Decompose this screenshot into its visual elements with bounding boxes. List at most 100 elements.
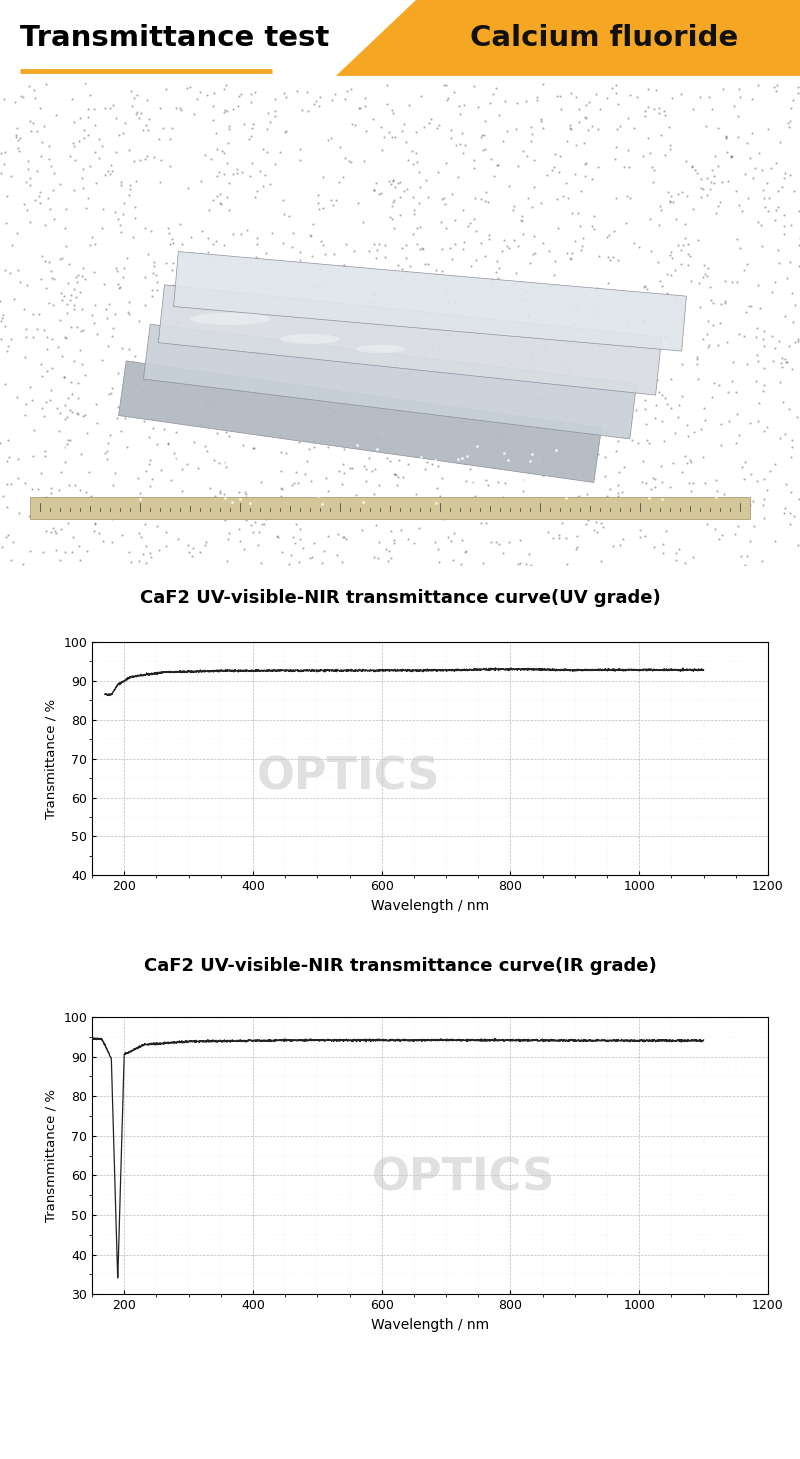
Point: [144, 474, 157, 498]
Point: [407, 486, 420, 509]
Point: [88, 112, 101, 136]
Point: [456, 142, 469, 165]
Point: [167, 231, 180, 254]
Point: [492, 153, 505, 177]
Point: [741, 352, 754, 375]
Point: [218, 101, 230, 124]
Point: [774, 371, 786, 394]
Point: [90, 322, 103, 346]
Point: [62, 445, 75, 468]
Point: [686, 471, 699, 495]
Point: [413, 349, 426, 372]
Point: [103, 382, 116, 406]
Point: [517, 480, 530, 503]
Point: [670, 541, 683, 565]
Point: [183, 487, 196, 511]
Point: [588, 301, 601, 324]
Point: [467, 470, 480, 493]
Point: [6, 233, 18, 257]
Point: [304, 547, 317, 570]
Point: [170, 420, 182, 444]
Point: [457, 198, 470, 222]
Point: [138, 266, 151, 289]
Point: [666, 190, 679, 213]
Point: [20, 198, 33, 222]
Point: [574, 374, 587, 397]
Point: [636, 308, 649, 331]
Point: [730, 270, 743, 293]
Point: [246, 318, 259, 341]
Point: [555, 512, 568, 535]
Point: [646, 155, 658, 178]
Point: [316, 166, 329, 190]
Point: [42, 249, 55, 273]
Point: [501, 118, 514, 142]
Point: [327, 305, 340, 328]
Point: [761, 118, 774, 142]
Point: [656, 384, 669, 407]
Point: [686, 198, 699, 222]
Point: [223, 114, 236, 137]
Point: [778, 166, 790, 190]
Point: [497, 430, 510, 454]
Point: [618, 455, 630, 479]
Point: [701, 264, 714, 287]
Point: [744, 411, 757, 435]
Point: [433, 484, 446, 508]
Point: [430, 492, 443, 515]
Point: [212, 160, 225, 184]
Point: [61, 432, 74, 455]
Point: [610, 117, 623, 140]
Point: [738, 553, 751, 576]
Point: [186, 242, 198, 266]
Point: [536, 387, 549, 410]
Point: [708, 163, 721, 187]
Point: [176, 458, 189, 481]
Point: [5, 549, 18, 572]
Point: [550, 371, 563, 394]
Point: [789, 293, 800, 317]
Point: [24, 500, 37, 524]
Point: [273, 423, 286, 446]
Point: [210, 137, 223, 160]
Point: [751, 274, 764, 298]
Point: [441, 525, 454, 549]
Point: [414, 445, 427, 468]
Point: [207, 232, 220, 255]
Point: [451, 455, 464, 479]
Point: [72, 534, 85, 557]
Point: [400, 177, 413, 200]
Point: [536, 73, 549, 96]
Point: [257, 174, 270, 197]
Point: [668, 286, 681, 309]
Point: [414, 175, 426, 198]
Point: [0, 535, 9, 559]
Point: [220, 481, 233, 505]
Point: [490, 439, 502, 463]
Point: [76, 255, 89, 279]
Point: [166, 273, 179, 296]
Point: [198, 435, 211, 458]
Point: [482, 223, 495, 247]
Point: [112, 273, 125, 296]
Point: [778, 203, 790, 226]
Point: [528, 149, 541, 172]
Point: [411, 150, 424, 174]
Point: [758, 196, 771, 219]
Point: [77, 318, 90, 341]
Point: [502, 352, 515, 375]
Point: [570, 486, 583, 509]
Point: [475, 512, 488, 535]
Point: [431, 160, 444, 184]
Point: [250, 333, 263, 356]
Point: [491, 471, 504, 495]
Point: [456, 121, 469, 144]
Point: [664, 285, 677, 308]
Point: [390, 473, 403, 496]
Point: [114, 220, 127, 244]
Point: [202, 369, 214, 392]
Point: [370, 239, 383, 263]
Point: [289, 531, 302, 554]
Point: [587, 204, 600, 228]
Point: [490, 260, 502, 283]
